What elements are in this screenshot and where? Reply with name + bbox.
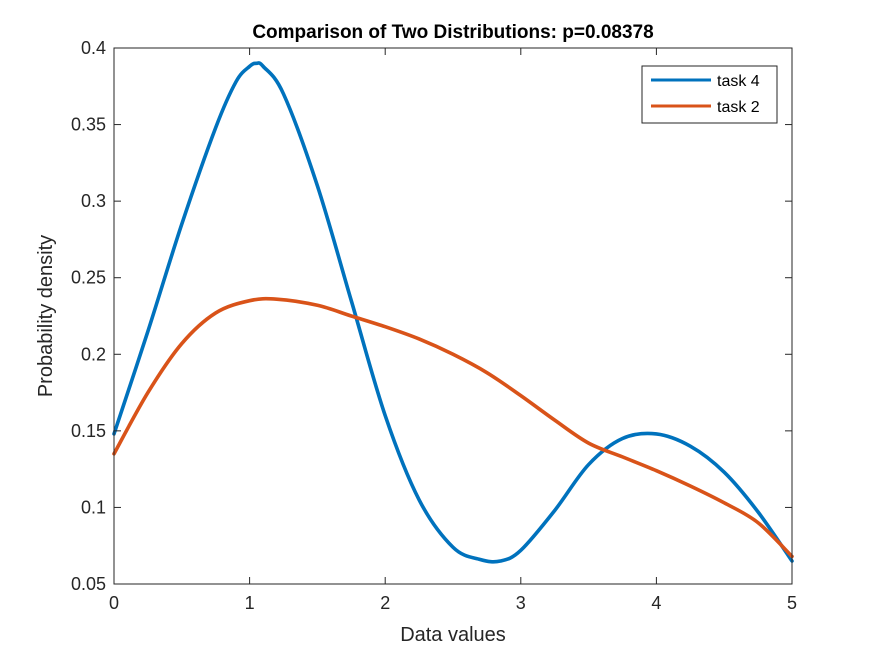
- x-tick-label: 5: [787, 593, 797, 613]
- y-tick-label: 0.35: [71, 115, 106, 135]
- legend: task 4 task 2: [641, 65, 778, 124]
- x-tick-label: 2: [380, 593, 390, 613]
- x-axis-label: Data values: [400, 624, 506, 646]
- legend-label-task-2: task 2: [717, 99, 760, 116]
- x-axis: 0 1 2 3 4 5: [109, 48, 797, 613]
- x-tick-label: 1: [245, 593, 255, 613]
- axes-box: [113, 47, 793, 585]
- x-tick-label: 3: [516, 593, 526, 613]
- x-tick-label: 0: [109, 593, 119, 613]
- y-tick-label: 0.2: [81, 344, 106, 364]
- y-tick-label: 0.3: [81, 191, 106, 211]
- y-axis: 0.05 0.1 0.15 0.2 0.25 0.3 0.35 0.4: [71, 38, 792, 594]
- y-tick-label: 0.1: [81, 497, 106, 517]
- y-axis-label: Probability density: [35, 235, 57, 397]
- plot-area: [114, 48, 792, 584]
- x-tick-label: 4: [651, 593, 661, 613]
- legend-box: [641, 65, 778, 124]
- series-line-task-4: [112, 61, 794, 564]
- series-line-task-2: [112, 296, 794, 559]
- y-tick-label: 0.15: [71, 421, 106, 441]
- legend-label-task-4: task 4: [717, 73, 760, 90]
- series-lines: [112, 61, 794, 564]
- chart-title: Comparison of Two Distributions: p=0.083…: [252, 22, 653, 43]
- y-tick-label: 0.25: [71, 268, 106, 288]
- y-tick-label: 0.4: [81, 38, 106, 58]
- y-tick-label: 0.05: [71, 574, 106, 594]
